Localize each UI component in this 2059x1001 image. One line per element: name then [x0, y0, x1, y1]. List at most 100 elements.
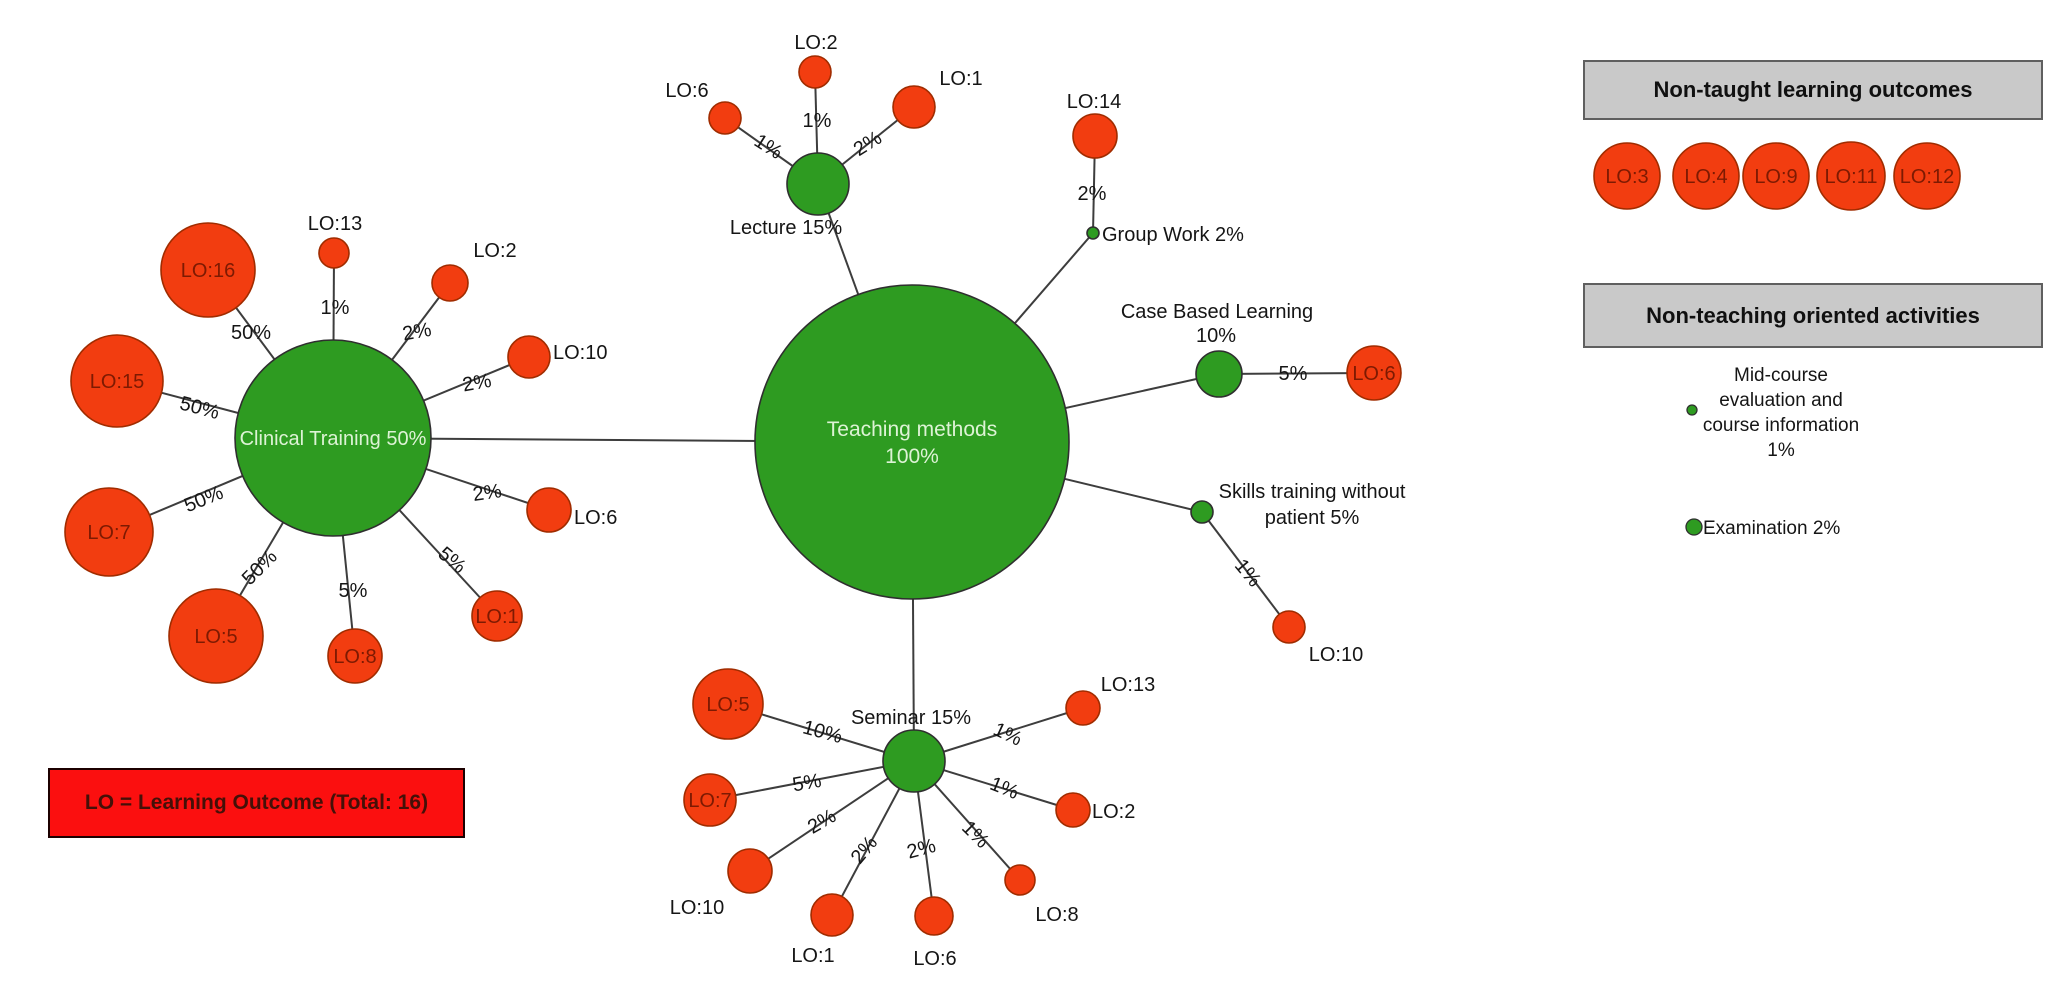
- edge-weight-label-clinical-c8: 5%: [339, 580, 368, 602]
- node-c7: [64, 487, 154, 577]
- node-n9: [1742, 142, 1810, 210]
- node-label-casebased: Case Based Learning: [1121, 301, 1313, 323]
- edge-weight-label-clinical-c1: 5%: [434, 543, 470, 579]
- edge-weight-label-lecture-l2: 1%: [803, 110, 832, 132]
- mid-course-evaluation-dot: [1686, 404, 1698, 416]
- node-l6: [708, 101, 742, 135]
- node-label-teaching: 100%: [885, 445, 939, 468]
- edge-weight-label-clinical-c7: 50%: [181, 482, 227, 517]
- node-label-c13: LO:13: [308, 213, 362, 235]
- edge-weight-label-groupwork-l14: 2%: [1078, 183, 1107, 205]
- node-label-l1: LO:1: [939, 68, 982, 90]
- node-cb6: [1346, 345, 1402, 401]
- node-label-c16: LO:16: [181, 260, 235, 282]
- node-n3: [1593, 142, 1661, 210]
- node-label-n11: LO:11: [1825, 166, 1878, 188]
- edge-seminar-se10: [749, 760, 915, 872]
- node-label-skills: Skills training without: [1219, 481, 1406, 503]
- non-teaching-activities-title: Non-teaching oriented activities: [1646, 302, 1980, 328]
- edge-weight-label-clinical-c5: 50%: [238, 546, 282, 590]
- node-label-l6: LO:6: [665, 80, 708, 102]
- node-label-lecture: Lecture 15%: [730, 217, 843, 239]
- node-teaching: [754, 284, 1070, 600]
- edge-seminar-se7: [709, 760, 915, 801]
- node-se5: [692, 668, 764, 740]
- node-l14: [1072, 113, 1118, 159]
- node-clinical: [234, 339, 432, 537]
- node-n12: [1893, 142, 1961, 210]
- edge-weight-label-clinical-c6: 2%: [471, 480, 503, 506]
- edge-skills-s10: [1201, 511, 1290, 628]
- node-label-cb6: LO:6: [1352, 363, 1395, 385]
- node-label-se13: LO:13: [1101, 674, 1155, 696]
- node-label-teaching: Teaching methods: [827, 418, 997, 441]
- edge-weight-label-skills-s10: 1%: [1230, 555, 1266, 591]
- edge-weight-label-clinical-c2: 2%: [401, 319, 434, 346]
- node-label-casebased-1: 10%: [1196, 325, 1236, 347]
- edge-weight-label-seminar-se13: 1%: [990, 718, 1026, 750]
- node-n11: [1816, 141, 1886, 211]
- node-label-c15: LO:15: [90, 371, 144, 393]
- node-label-n3: LO:3: [1605, 166, 1648, 188]
- node-se8: [1004, 864, 1036, 896]
- edge-weight-label-seminar-se2: 1%: [987, 773, 1022, 804]
- edge-weight-label-seminar-se6: 2%: [905, 835, 939, 864]
- node-se7: [683, 773, 737, 827]
- node-c13: [318, 237, 350, 269]
- legend-box: LO = Learning Outcome (Total: 16): [48, 768, 465, 838]
- node-casebased: [1195, 350, 1243, 398]
- edge-weight-label-clinical-c15: 50%: [177, 392, 222, 424]
- node-seminar: [882, 729, 946, 793]
- node-label-s10: LO:10: [1309, 644, 1363, 666]
- node-label-se5: LO:5: [706, 694, 749, 716]
- node-label-skills-1: patient 5%: [1265, 507, 1360, 529]
- node-label-c2: LO:2: [473, 240, 516, 262]
- node-label-c10: LO:10: [553, 342, 607, 364]
- edge-weight-label-seminar-se1: 2%: [847, 832, 883, 868]
- node-label-groupwork: Group Work 2%: [1102, 224, 1244, 246]
- node-label-c7: LO:7: [87, 522, 130, 544]
- node-label-n9: LO:9: [1754, 166, 1797, 188]
- node-c1: [471, 590, 523, 642]
- node-c5: [168, 588, 264, 684]
- node-c8: [327, 628, 383, 684]
- examination-label-line-0: Examination 2%: [1703, 518, 1840, 539]
- node-l2: [798, 55, 832, 89]
- node-label-se10: LO:10: [670, 897, 724, 919]
- mid-course-evaluation-label-line-3: 1%: [1767, 440, 1795, 461]
- edge-weight-label-clinical-c10: 2%: [461, 370, 494, 397]
- mid-course-evaluation-label-line-2: course information: [1703, 415, 1859, 436]
- mid-course-evaluation-label-line-1: evaluation and: [1719, 390, 1843, 411]
- edge-weight-label-seminar-se5: 10%: [800, 716, 845, 748]
- edge-weight-label-clinical-c16: 50%: [231, 322, 271, 344]
- node-c16: [160, 222, 256, 318]
- node-c2: [431, 264, 469, 302]
- node-s10: [1272, 610, 1306, 644]
- node-lecture: [786, 152, 850, 216]
- edge-weight-label-seminar-se8: 1%: [957, 817, 993, 853]
- node-label-se6: LO:6: [913, 948, 956, 970]
- node-se6: [914, 896, 954, 936]
- node-c10: [507, 335, 551, 379]
- edge-weight-label-lecture-l1: 2%: [850, 127, 886, 161]
- node-label-se1: LO:1: [791, 945, 834, 967]
- node-groupwork: [1086, 226, 1100, 240]
- node-label-c8: LO:8: [333, 646, 376, 668]
- node-label-l2: LO:2: [794, 32, 837, 54]
- node-label-clinical: Clinical Training 50%: [240, 428, 427, 450]
- node-se10: [727, 848, 773, 894]
- non-teaching-activities-header: Non-teaching oriented activities: [1583, 283, 2043, 348]
- node-n4: [1672, 142, 1740, 210]
- node-label-c1: LO:1: [475, 606, 518, 628]
- edge-weight-label-casebased-cb6: 5%: [1279, 363, 1308, 385]
- node-label-n12: LO:12: [1900, 166, 1954, 188]
- node-se13: [1065, 690, 1101, 726]
- node-label-c6: LO:6: [574, 507, 617, 529]
- node-l1: [892, 85, 936, 129]
- examination-dot: [1685, 518, 1703, 536]
- node-label-n4: LO:4: [1684, 166, 1727, 188]
- non-taught-outcomes-title: Non-taught learning outcomes: [1653, 77, 1973, 102]
- node-c15: [70, 334, 164, 428]
